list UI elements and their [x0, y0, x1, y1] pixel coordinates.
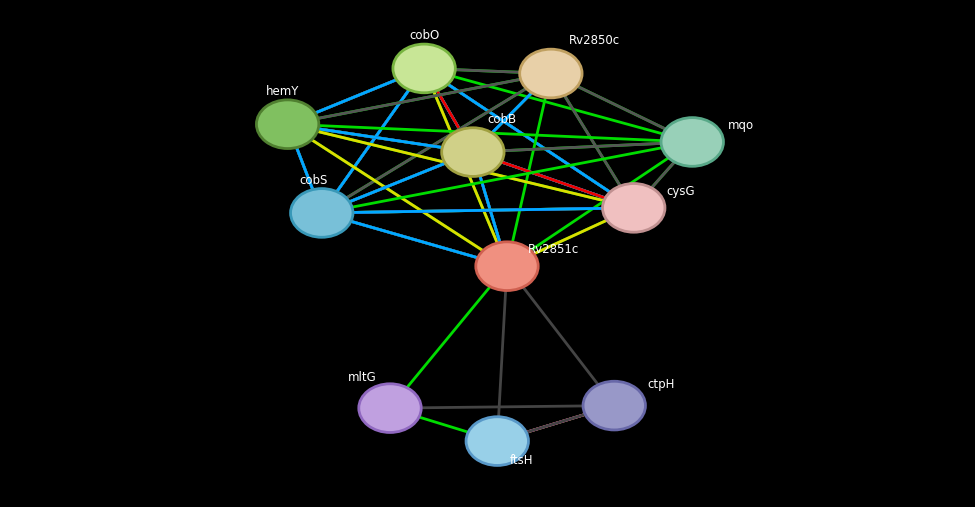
Ellipse shape	[359, 384, 421, 432]
Text: Rv2851c: Rv2851c	[528, 243, 579, 256]
Ellipse shape	[466, 417, 528, 465]
Ellipse shape	[256, 100, 319, 149]
Ellipse shape	[476, 242, 538, 291]
Text: hemY: hemY	[266, 85, 299, 98]
Ellipse shape	[291, 189, 353, 237]
Text: mltG: mltG	[348, 371, 377, 384]
Ellipse shape	[393, 44, 455, 93]
Ellipse shape	[442, 128, 504, 176]
Text: mqo: mqo	[728, 119, 754, 132]
Text: ftsH: ftsH	[510, 454, 533, 467]
Text: ctpH: ctpH	[647, 378, 675, 391]
Text: cysG: cysG	[666, 185, 695, 198]
Ellipse shape	[661, 118, 723, 166]
Text: cobB: cobB	[488, 113, 517, 126]
Ellipse shape	[520, 49, 582, 98]
Ellipse shape	[583, 381, 645, 430]
Text: cobS: cobS	[299, 173, 329, 187]
Text: cobO: cobO	[409, 29, 440, 42]
Ellipse shape	[603, 184, 665, 232]
Text: Rv2850c: Rv2850c	[569, 34, 620, 47]
